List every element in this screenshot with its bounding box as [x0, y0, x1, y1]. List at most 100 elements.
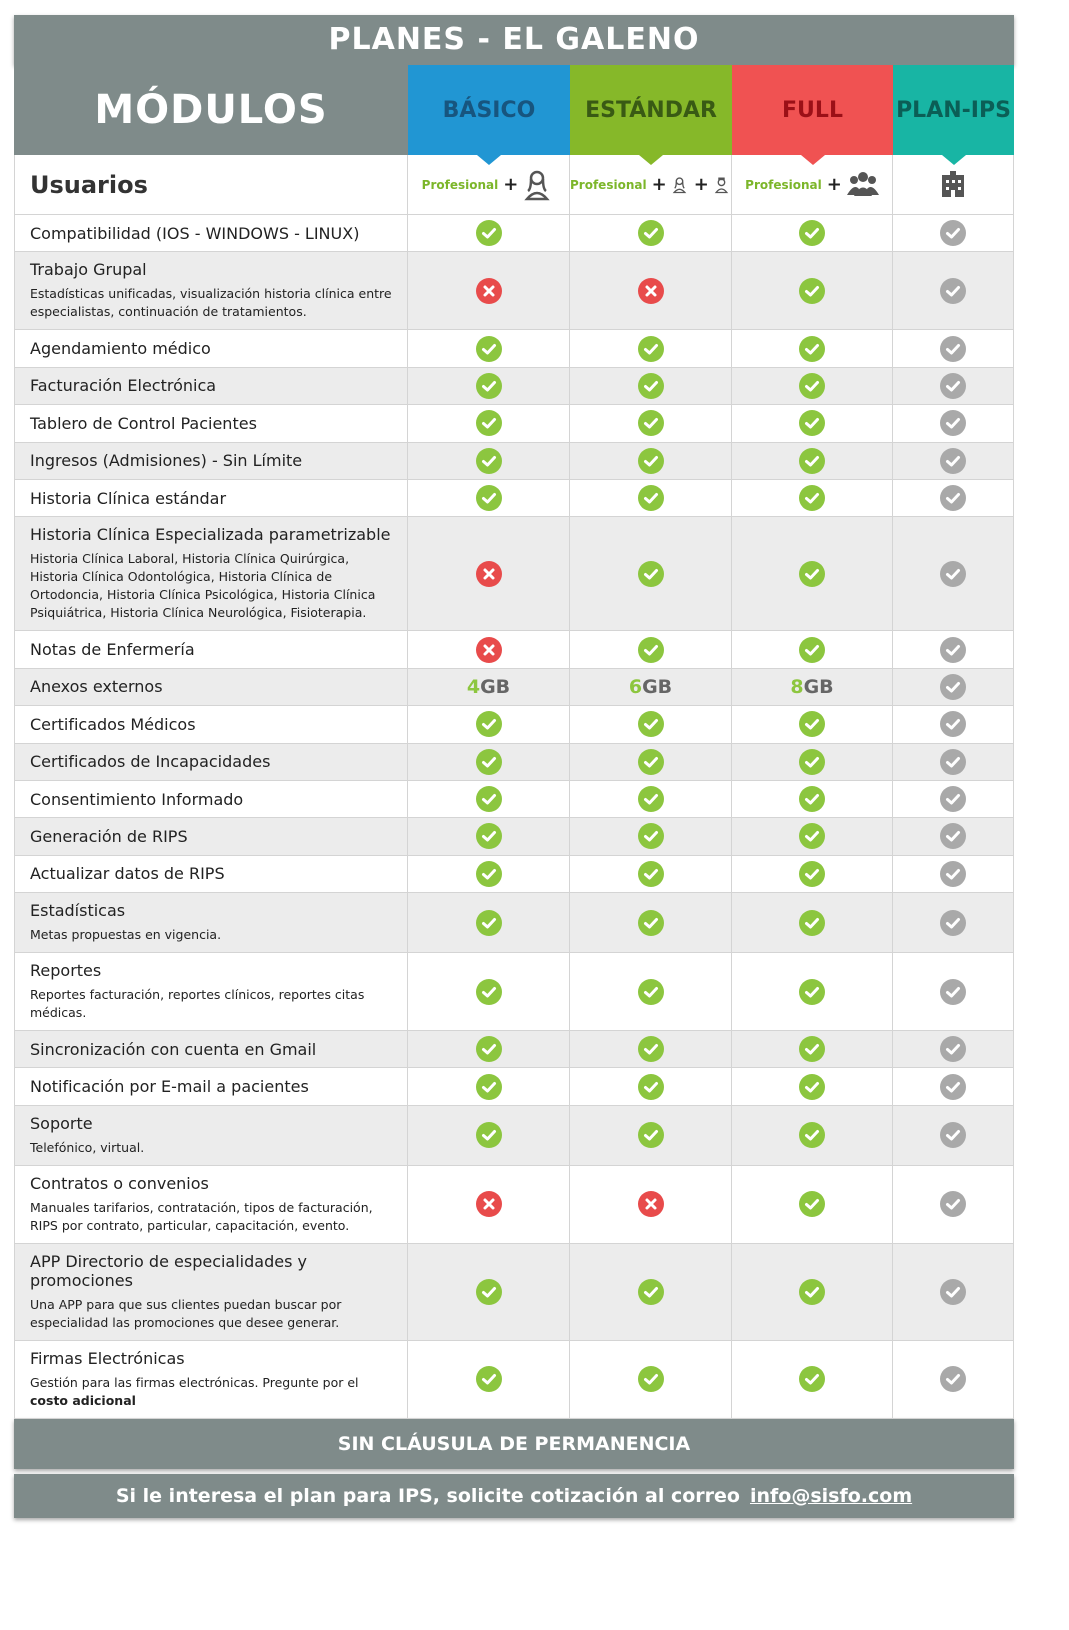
module-name: APP Directorio de especialidades y promo… [30, 1251, 307, 1290]
storage-value: 8GB [790, 676, 833, 698]
plan-cell [570, 818, 732, 856]
plan-header: ESTÁNDAR [570, 65, 732, 165]
module-desc: Metas propuestas en vigencia. [30, 926, 221, 944]
user-type: Profesional [745, 177, 822, 192]
module-name: Contratos o convenios [30, 1173, 209, 1193]
check-icon [799, 1122, 825, 1149]
plan-cell [408, 1243, 570, 1341]
plus-sign: + [651, 174, 667, 195]
page-title: PLANES - EL GALENO [14, 15, 1014, 65]
plan-cell [570, 367, 732, 406]
module-cell: Certificados de Incapacidades [14, 743, 408, 781]
users-cell: Usuarios [14, 155, 408, 215]
plan-cell [570, 1031, 732, 1069]
check-icon [637, 1122, 664, 1149]
check-icon [799, 1036, 825, 1063]
plan-cell [732, 1105, 893, 1166]
plan-cell [408, 780, 570, 819]
table-header: MÓDULOS BÁSICO ESTÁNDAR FULL PLAN-IPS [14, 65, 1014, 165]
plan-cell [408, 215, 570, 253]
plan-cell [893, 442, 1014, 480]
plan-cell [408, 743, 570, 781]
plan-cell [893, 953, 1014, 1032]
module-desc: Telefónico, virtual. [30, 1139, 144, 1157]
module-row: Notas de Enfermería [14, 631, 1014, 669]
plan-cell [732, 1340, 893, 1419]
na-icon [940, 220, 966, 247]
module-row: Firmas Electrónicas Gestión para las firm… [14, 1340, 1014, 1419]
plus-sign: + [826, 174, 842, 195]
users-plan-cell: Profesional + [408, 155, 570, 215]
check-icon [475, 410, 502, 437]
module-cell: APP Directorio de especialidades y promo… [14, 1243, 408, 1341]
storage-value: 4GB [467, 676, 510, 698]
plan-cell [408, 1031, 570, 1069]
module-cell: Sincronización con cuenta en Gmail [14, 1031, 408, 1069]
module-name: Compatibilidad (IOS - WINDOWS - LINUX) [30, 223, 360, 243]
plan-cell [893, 252, 1014, 331]
module-cell: Facturación Electrónica [14, 367, 408, 406]
plan-cell [893, 780, 1014, 819]
module-name: Anexos externos [30, 677, 163, 697]
plus-sign: + [693, 174, 709, 195]
plan-cell [732, 405, 893, 443]
plan-cell [570, 1165, 732, 1244]
plan-cell [893, 631, 1014, 669]
plan-cell [893, 517, 1014, 632]
plan-cell [570, 893, 732, 954]
plan-cell [732, 780, 893, 819]
storage-unit: GB [480, 675, 511, 698]
modules-header: MÓDULOS [14, 65, 408, 155]
woman-icon [672, 176, 686, 193]
na-icon [940, 1122, 966, 1149]
module-cell: Consentimiento Informado [14, 780, 408, 819]
permanence-note: SIN CLÁUSULA DE PERMANENCIA [14, 1418, 1014, 1469]
check-icon [799, 410, 825, 437]
module-row: Generación de RIPS [14, 818, 1014, 856]
plan-cell [570, 855, 732, 894]
user-type: Profesional [570, 177, 647, 192]
storage-unit: GB [803, 675, 834, 698]
plans-page: PLANES - EL GALENO MÓDULOS BÁSICO ESTÁNDA… [14, 15, 1014, 1518]
storage-value: 6GB [629, 676, 672, 698]
module-desc-text: Estadísticas unificadas, visualización h… [30, 286, 392, 320]
na-icon [940, 748, 966, 775]
module-name: Ingresos (Admisiones) - Sin Límite [30, 451, 303, 471]
email-link[interactable]: info@sisfo.com [749, 1484, 913, 1507]
users-plan-cell [893, 155, 1014, 215]
plan-header: FULL [732, 65, 893, 165]
module-desc-text: Una APP para que sus clientes puedan bus… [30, 1296, 342, 1330]
check-icon [475, 447, 502, 474]
na-icon [940, 485, 966, 512]
plan-cell [893, 215, 1014, 253]
module-cell: Historia Clínica Especializada parametri… [14, 517, 408, 632]
check-icon [637, 447, 664, 474]
plan-cell [570, 706, 732, 744]
check-icon [637, 220, 664, 247]
plan-cell [408, 252, 570, 331]
plan-cell [570, 442, 732, 480]
plan-cell [408, 631, 570, 669]
module-cell: Generación de RIPS [14, 818, 408, 856]
plan-cell [570, 1105, 732, 1166]
plan-cell [570, 1068, 732, 1106]
plan-cell [732, 893, 893, 954]
plan-cell [732, 953, 893, 1032]
plan-header: BÁSICO [408, 65, 570, 165]
check-icon [799, 978, 825, 1005]
check-icon [475, 786, 502, 813]
module-row: Actualizar datos de RIPS [14, 855, 1014, 894]
plan-cell [408, 330, 570, 368]
plan-cell [732, 479, 893, 518]
user-type: Profesional [421, 177, 499, 192]
check-icon [799, 447, 825, 474]
plan-cell [732, 818, 893, 856]
plan-cell: 6GB [570, 668, 732, 707]
module-row: Contratos o convenios Manuales tarifarios… [14, 1165, 1014, 1244]
woman-icon [524, 170, 550, 200]
na-icon [940, 1278, 966, 1305]
check-icon [637, 823, 664, 850]
module-row: Ingresos (Admisiones) - Sin Límite [14, 442, 1014, 480]
plan-cell [732, 1243, 893, 1341]
plan-cell [732, 855, 893, 894]
